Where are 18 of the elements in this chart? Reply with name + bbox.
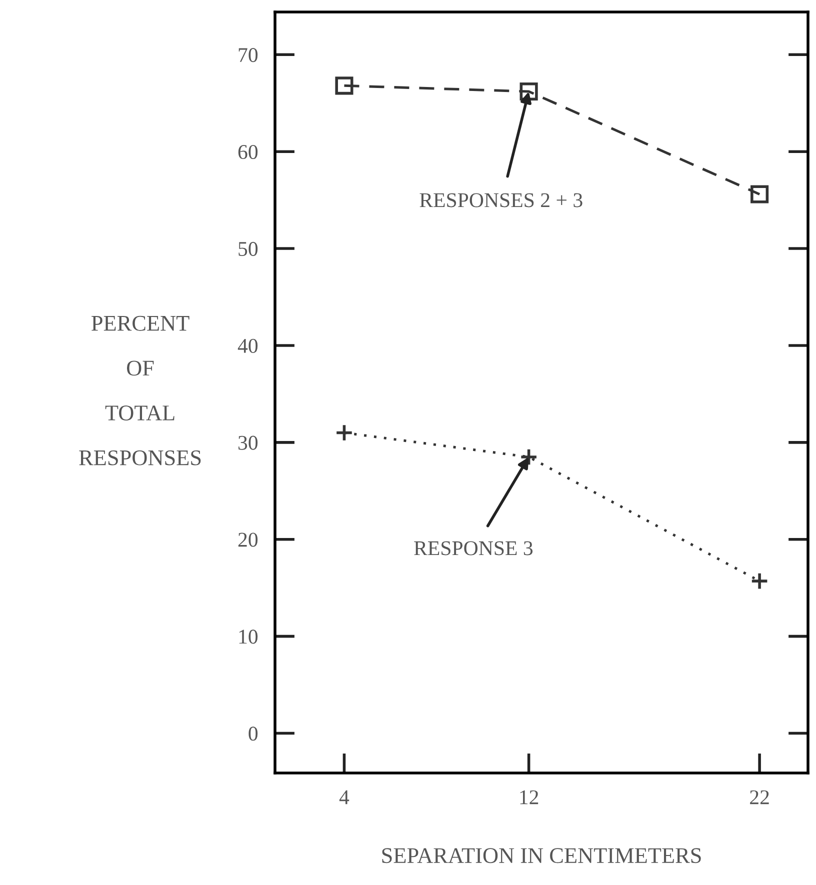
- x-tick-label: 22: [750, 790, 769, 804]
- point: [335, 76, 354, 95]
- annotation: RESPONSES 2 + 3: [420, 193, 582, 208]
- y-tick-label: 40: [238, 338, 258, 353]
- annotation: RESPONSE 3: [414, 541, 533, 556]
- text: PERCENT OF TOTAL RESPONSES: [79, 316, 201, 466]
- point: [520, 82, 538, 101]
- y-tick-label: 0: [248, 726, 258, 741]
- y-tick-label: 30: [238, 436, 258, 450]
- y-tick-label: 50: [238, 242, 258, 256]
- y-tick-label: 10: [239, 630, 258, 644]
- y-tick-label: 70: [238, 48, 258, 62]
- y-tick-label: 60: [238, 144, 258, 160]
- point: [750, 185, 769, 204]
- x-tick-label: 12: [520, 790, 538, 804]
- y-tick-label: 20: [238, 532, 258, 547]
- x-tick-label: 4: [339, 790, 350, 804]
- x-axis-title: SEPARATION IN CENTIMETERS: [382, 848, 701, 864]
